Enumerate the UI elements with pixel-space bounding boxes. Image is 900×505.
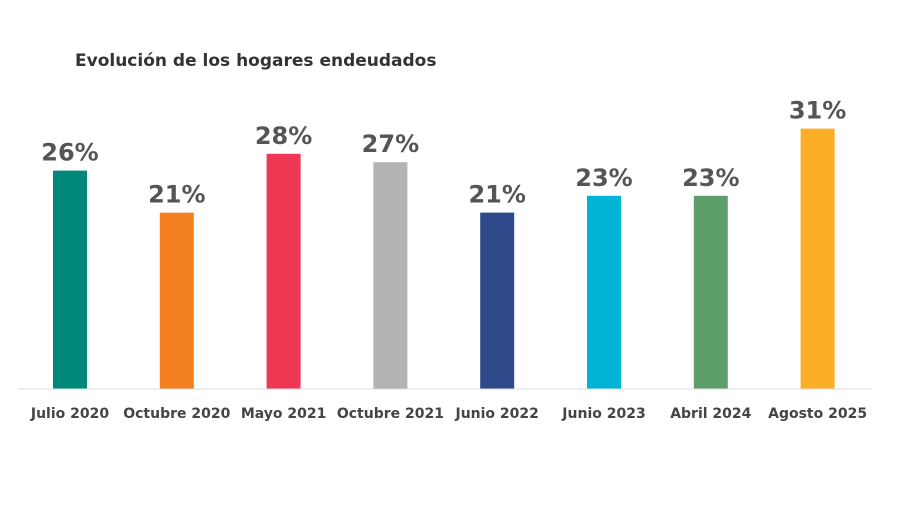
labels-group: 26% Julio 2020 21% Octubre 2020 28% Mayo 2021…: [30, 97, 867, 422]
x-tick-label-2: Mayo 2021: [241, 406, 327, 422]
data-label-2: 28%: [255, 122, 312, 150]
bar-6: [693, 195, 728, 389]
bar-2: [266, 153, 301, 389]
data-label-6: 23%: [682, 164, 739, 192]
x-tick-label-1: Octubre 2020: [123, 406, 230, 422]
x-tick-label-6: Abril 2024: [670, 406, 751, 422]
bars-group: [53, 128, 835, 389]
bar-1: [159, 212, 194, 389]
x-tick-label-0: Julio 2020: [30, 406, 109, 422]
data-label-3: 27%: [362, 130, 419, 158]
bar-3: [373, 162, 408, 389]
data-label-0: 26%: [41, 139, 98, 167]
x-tick-label-7: Agosto 2025: [768, 406, 867, 422]
x-tick-label-3: Octubre 2021: [337, 406, 444, 422]
chart-title: Evolución de los hogares endeudados: [75, 51, 436, 71]
bar-4: [480, 212, 515, 389]
x-tick-label-4: Junio 2022: [454, 406, 538, 422]
bar-7: [800, 128, 835, 389]
bar-5: [587, 195, 621, 389]
data-label-5: 23%: [575, 164, 632, 192]
data-label-4: 21%: [468, 181, 525, 209]
x-tick-label-5: Junio 2023: [561, 406, 645, 422]
data-label-1: 21%: [148, 181, 205, 209]
data-label-7: 31%: [789, 97, 846, 125]
bar-0: [53, 170, 87, 389]
